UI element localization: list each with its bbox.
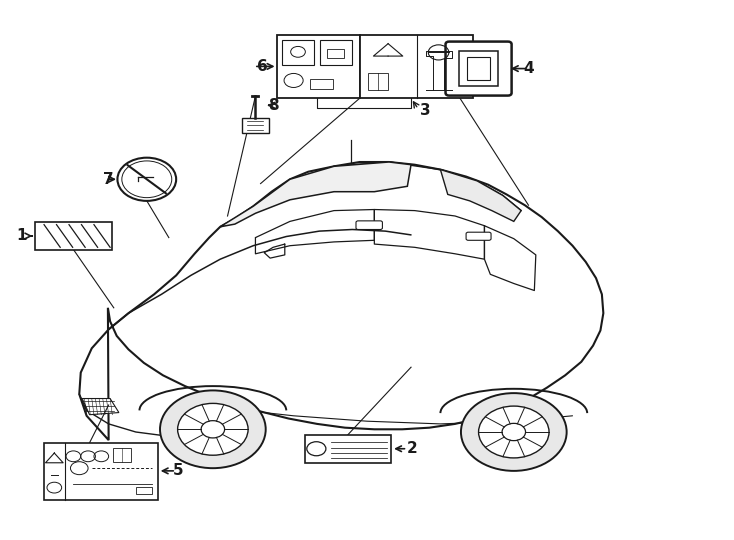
FancyBboxPatch shape — [466, 232, 491, 240]
Text: 4: 4 — [523, 61, 534, 76]
Circle shape — [502, 423, 526, 441]
Polygon shape — [220, 162, 411, 227]
Polygon shape — [79, 162, 603, 440]
FancyBboxPatch shape — [368, 73, 388, 90]
Circle shape — [479, 406, 549, 458]
Text: 5: 5 — [172, 463, 183, 478]
Text: 8: 8 — [268, 98, 278, 113]
FancyBboxPatch shape — [277, 35, 360, 98]
FancyBboxPatch shape — [305, 435, 391, 463]
Polygon shape — [82, 399, 119, 415]
FancyBboxPatch shape — [44, 443, 158, 500]
FancyBboxPatch shape — [446, 42, 512, 96]
Circle shape — [201, 421, 225, 438]
FancyBboxPatch shape — [459, 51, 498, 86]
FancyBboxPatch shape — [35, 222, 112, 250]
FancyBboxPatch shape — [282, 40, 314, 65]
Text: 1: 1 — [17, 228, 27, 244]
Text: 2: 2 — [407, 441, 418, 456]
FancyBboxPatch shape — [136, 487, 152, 494]
FancyBboxPatch shape — [327, 49, 344, 58]
FancyBboxPatch shape — [320, 40, 352, 65]
Text: 3: 3 — [421, 103, 431, 118]
Polygon shape — [440, 170, 521, 221]
Text: 6: 6 — [258, 59, 268, 74]
Text: 7: 7 — [103, 172, 114, 187]
FancyBboxPatch shape — [467, 57, 490, 80]
FancyBboxPatch shape — [310, 79, 333, 89]
Circle shape — [461, 393, 567, 471]
FancyBboxPatch shape — [360, 35, 473, 98]
Circle shape — [178, 403, 248, 455]
Circle shape — [117, 158, 176, 201]
FancyBboxPatch shape — [113, 448, 131, 462]
FancyBboxPatch shape — [356, 221, 382, 230]
FancyBboxPatch shape — [242, 118, 269, 133]
Circle shape — [160, 390, 266, 468]
